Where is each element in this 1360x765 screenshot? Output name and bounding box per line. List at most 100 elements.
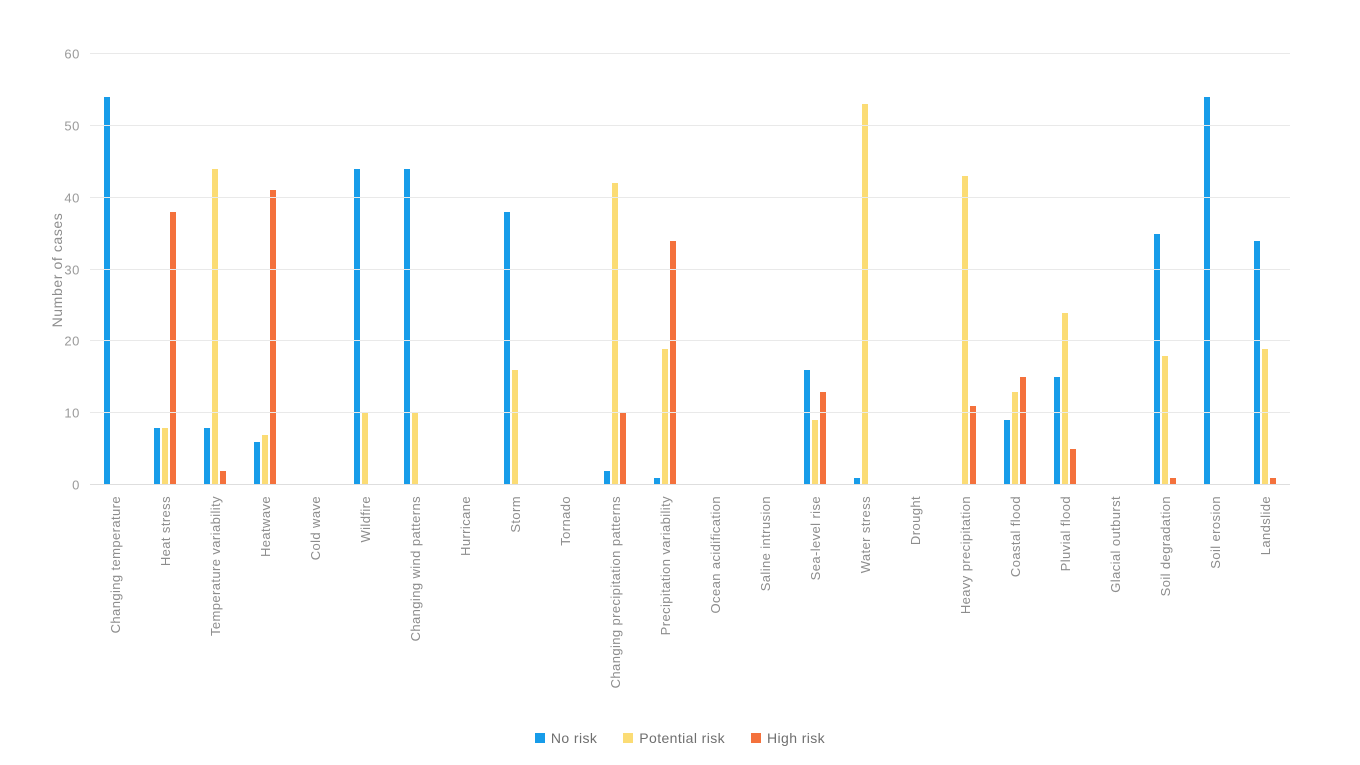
x-axis-label-changing-temperature: Changing temperature bbox=[107, 496, 123, 634]
legend-item-potential-risk: Potential risk bbox=[623, 730, 725, 746]
bar-high-risk-soil-degradation bbox=[1170, 477, 1176, 485]
y-tick-label-20: 20 bbox=[64, 333, 80, 349]
bar-no-risk-water-stress bbox=[854, 477, 860, 485]
bar-potential-risk-temperature-variability bbox=[212, 168, 218, 485]
x-label-cell: Heatwave bbox=[240, 496, 290, 688]
x-axis-label-heat-stress: Heat stress bbox=[157, 496, 173, 567]
x-axis-label-changing-wind-patterns: Changing wind patterns bbox=[407, 496, 423, 642]
bar-potential-risk-wildfire bbox=[362, 413, 368, 485]
gridline-40 bbox=[90, 196, 1290, 198]
gridline-0 bbox=[90, 484, 1290, 485]
bar-no-risk-soil-erosion bbox=[1204, 97, 1210, 485]
bar-no-risk-landslide bbox=[1254, 240, 1260, 485]
legend-swatch-no-risk bbox=[534, 733, 545, 743]
gridline-20 bbox=[90, 340, 1290, 342]
bar-potential-risk-coastal-flood bbox=[1012, 391, 1018, 485]
y-axis-ticks: 0 10 20 30 40 50 60 bbox=[0, 48, 80, 492]
category-group-drought bbox=[890, 54, 940, 485]
bar-no-risk-wildfire bbox=[354, 168, 360, 485]
bar-potential-risk-heat-stress bbox=[162, 427, 168, 485]
x-label-cell: Changing wind patterns bbox=[390, 496, 440, 688]
x-label-cell: Soil degradation bbox=[1140, 496, 1190, 688]
bar-high-risk-pluvial-flood bbox=[1070, 449, 1076, 485]
legend: No risk Potential risk High risk bbox=[0, 730, 1360, 746]
gridline-60 bbox=[90, 53, 1290, 54]
x-label-cell: Hurricane bbox=[440, 496, 490, 688]
category-group-changing-precipitation-patterns bbox=[590, 54, 640, 485]
plot-area bbox=[90, 53, 1290, 485]
category-group-landslide bbox=[1240, 54, 1290, 485]
bar-no-risk-heat-stress bbox=[154, 427, 160, 485]
category-group-changing-temperature bbox=[90, 54, 140, 485]
bars-layer bbox=[90, 54, 1290, 485]
bar-high-risk-temperature-variability bbox=[220, 470, 226, 485]
x-axis-label-heatwave: Heatwave bbox=[257, 496, 273, 558]
bar-no-risk-changing-wind-patterns bbox=[404, 168, 410, 485]
category-group-coastal-flood bbox=[990, 54, 1040, 485]
bar-high-risk-coastal-flood bbox=[1020, 377, 1026, 485]
bar-high-risk-heat-stress bbox=[170, 212, 176, 485]
x-axis-label-soil-degradation: Soil degradation bbox=[1157, 496, 1173, 597]
legend-label-potential-risk: Potential risk bbox=[639, 730, 726, 746]
category-group-saline-intrusion bbox=[740, 54, 790, 485]
category-group-water-stress bbox=[840, 54, 890, 485]
x-axis-label-wildfire: Wildfire bbox=[357, 496, 373, 543]
bar-high-risk-changing-precipitation-patterns bbox=[620, 413, 626, 485]
x-axis-label-soil-erosion: Soil erosion bbox=[1207, 496, 1223, 569]
y-tick-label-10: 10 bbox=[64, 405, 80, 421]
x-label-cell: Soil erosion bbox=[1190, 496, 1240, 688]
bar-potential-risk-sea-level-rise bbox=[812, 420, 818, 485]
category-group-sea-level-rise bbox=[790, 54, 840, 485]
x-axis-label-precipitation-variability: Precipitation variability bbox=[657, 496, 673, 636]
x-axis-label-changing-precipitation-patterns: Changing precipitation patterns bbox=[607, 496, 623, 689]
x-axis-label-saline-intrusion: Saline intrusion bbox=[757, 496, 773, 592]
x-label-cell: Cold wave bbox=[290, 496, 340, 688]
bar-no-risk-storm bbox=[504, 212, 510, 485]
x-label-cell: Water stress bbox=[840, 496, 890, 688]
bar-no-risk-changing-precipitation-patterns bbox=[604, 470, 610, 485]
y-tick-label-30: 30 bbox=[64, 262, 80, 277]
x-axis-labels: Changing temperature Heat stress Temperatu… bbox=[90, 496, 1290, 688]
gridline-30 bbox=[90, 268, 1290, 270]
bar-potential-risk-water-stress bbox=[862, 104, 868, 485]
bar-potential-risk-changing-precipitation-patterns bbox=[612, 183, 618, 485]
bar-high-risk-precipitation-variability bbox=[670, 240, 676, 485]
x-axis-label-glacial-outburst: Glacial outburst bbox=[1107, 496, 1123, 593]
bar-potential-risk-landslide bbox=[1262, 348, 1268, 485]
category-group-cold-wave bbox=[290, 54, 340, 485]
category-group-hurricane bbox=[440, 54, 490, 485]
x-axis-label-ocean-acidification: Ocean acidification bbox=[707, 496, 723, 614]
bar-no-risk-temperature-variability bbox=[204, 427, 210, 485]
x-label-cell: Landslide bbox=[1240, 496, 1290, 688]
legend-item-no-risk: No risk bbox=[534, 730, 597, 746]
x-label-cell: Saline intrusion bbox=[740, 496, 790, 688]
bar-no-risk-soil-degradation bbox=[1154, 233, 1160, 485]
bar-potential-risk-storm bbox=[512, 370, 518, 485]
x-axis-label-heavy-precipitation: Heavy precipitation bbox=[957, 496, 973, 615]
y-tick-label-0: 0 bbox=[72, 477, 80, 493]
bar-no-risk-sea-level-rise bbox=[804, 370, 810, 485]
bar-no-risk-changing-temperature bbox=[104, 97, 110, 485]
x-label-cell: Changing temperature bbox=[90, 496, 140, 688]
x-axis-label-tornado: Tornado bbox=[557, 496, 573, 546]
x-axis-label-temperature-variability: Temperature variability bbox=[207, 496, 223, 636]
category-group-heavy-precipitation bbox=[940, 54, 990, 485]
gridline-10 bbox=[90, 412, 1290, 414]
category-group-temperature-variability bbox=[190, 54, 240, 485]
x-label-cell: Coastal flood bbox=[990, 496, 1040, 688]
bar-no-risk-heatwave bbox=[254, 441, 260, 485]
x-axis-label-pluvial-flood: Pluvial flood bbox=[1057, 496, 1073, 572]
bar-potential-risk-changing-wind-patterns bbox=[412, 413, 418, 485]
bar-no-risk-pluvial-flood bbox=[1054, 377, 1060, 485]
legend-item-high-risk: High risk bbox=[751, 730, 825, 746]
bar-no-risk-precipitation-variability bbox=[654, 477, 660, 485]
x-label-cell: Heavy precipitation bbox=[940, 496, 990, 688]
bar-potential-risk-soil-degradation bbox=[1162, 355, 1168, 485]
x-label-cell: Precipitation variability bbox=[640, 496, 690, 688]
category-group-heat-stress bbox=[140, 54, 190, 485]
x-axis-label-sea-level-rise: Sea-level rise bbox=[807, 496, 823, 581]
x-label-cell: Drought bbox=[890, 496, 940, 688]
x-axis-label-landslide: Landslide bbox=[1257, 496, 1273, 556]
x-axis-label-drought: Drought bbox=[907, 496, 923, 546]
